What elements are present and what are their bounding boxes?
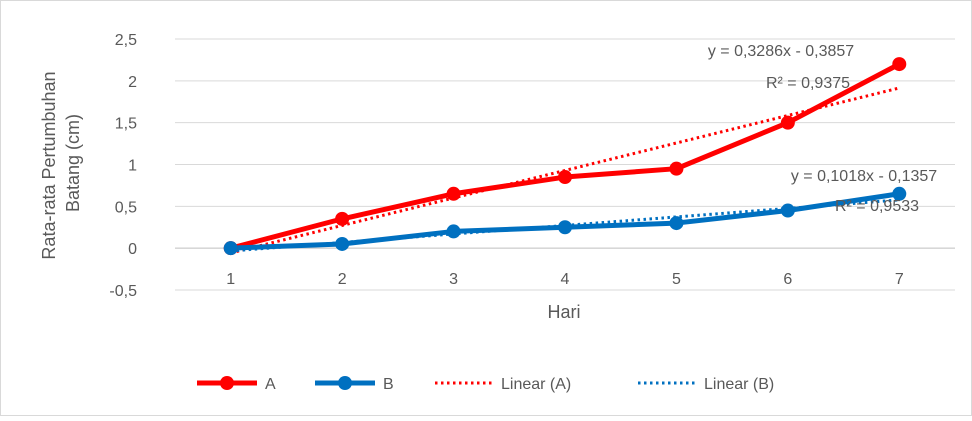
x-tick-label: 2: [338, 271, 347, 288]
x-tick-label: 6: [783, 271, 792, 288]
data-point-b: [780, 203, 795, 218]
y-tick-label: 2: [128, 74, 137, 91]
trendline-r2-b: R² = 0,9533: [835, 198, 919, 215]
data-point-b: [223, 241, 238, 256]
y-tick-label: 1: [128, 158, 137, 175]
legend-label-linear-a: Linear (A): [501, 376, 571, 393]
data-point-a: [780, 115, 795, 130]
data-point-a: [892, 57, 907, 72]
data-point-a: [335, 211, 350, 226]
x-tick-label: 5: [672, 271, 681, 288]
y-tick-label: 1,5: [115, 116, 137, 133]
legend-marker-b: [338, 376, 352, 390]
y-tick-label: 0,5: [115, 199, 137, 216]
x-tick-label: 1: [226, 271, 235, 288]
y-tick-labels: -0,5 0 0,5 1 1,5 2 2,5: [109, 32, 137, 300]
trendline-equation-b: y = 0,1018x - 0,1357: [791, 168, 937, 185]
series-markers: [223, 57, 907, 256]
data-point-b: [335, 236, 350, 251]
y-tick-label: 2,5: [115, 32, 137, 49]
x-tick-labels: 1 2 3 4 5 6 7: [226, 271, 904, 288]
trendline-equation-a: y = 0,3286x - 0,3857: [708, 43, 854, 60]
data-point-b: [892, 186, 907, 201]
legend: A B Linear (A) Linear (B): [197, 376, 774, 393]
data-point-b: [558, 220, 572, 235]
data-point-b: [669, 216, 684, 231]
data-point-b: [446, 224, 461, 239]
x-tick-label: 7: [895, 271, 904, 288]
y-axis-title: Rata-rata Pertumbuhan Batang (cm): [39, 66, 83, 259]
data-point-a: [669, 161, 684, 176]
trendline-equations: y = 0,3286x - 0,3857 R² = 0,9375 y = 0,101…: [708, 43, 937, 215]
y-axis-title-line-1: Rata-rata Pertumbuhan: [39, 71, 59, 259]
gridlines: [175, 38, 955, 291]
trendline-r2-a: R² = 0,9375: [766, 75, 850, 92]
y-tick-label: -0,5: [109, 283, 137, 300]
legend-label-b: B: [383, 376, 394, 393]
x-axis-title: Hari: [547, 302, 580, 322]
data-point-a: [558, 170, 572, 185]
legend-marker-a: [220, 376, 234, 390]
x-tick-label: 3: [449, 271, 458, 288]
x-tick-label: 4: [561, 271, 570, 288]
data-point-a: [446, 186, 461, 201]
legend-label-linear-b: Linear (B): [704, 376, 774, 393]
y-tick-label: 0: [128, 241, 137, 258]
legend-label-a: A: [265, 376, 276, 393]
y-axis-title-line-2: Batang (cm): [63, 114, 83, 212]
